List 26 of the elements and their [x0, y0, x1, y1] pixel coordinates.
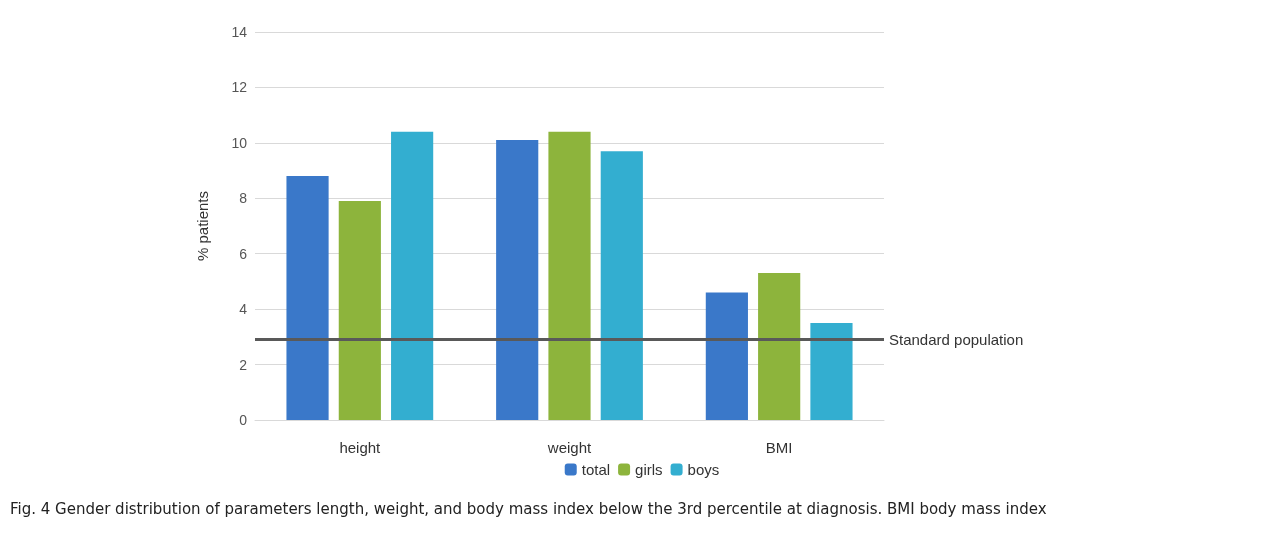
bar	[391, 131, 434, 420]
y-tick-label: 4	[239, 301, 248, 318]
bar	[810, 323, 853, 420]
y-tick-label: 12	[231, 79, 248, 96]
legend-label: boys	[687, 461, 720, 478]
x-tick-label: weight	[546, 439, 593, 456]
bar	[548, 131, 591, 420]
y-axis-title: % patients	[194, 190, 211, 262]
y-tick-label: 6	[239, 245, 248, 262]
x-tick-label: height	[339, 439, 382, 456]
bar	[496, 140, 539, 420]
y-tick-label: 8	[239, 190, 248, 207]
bar	[286, 176, 329, 420]
bar	[338, 201, 381, 420]
y-tick-label: 10	[231, 134, 248, 151]
ref-line-label: Standard population	[889, 331, 1024, 349]
legend-label: total	[581, 461, 611, 478]
y-tick-label: 2	[239, 356, 248, 373]
caption: Fig. 4 Gender distribution of parameters length, weight, and body mass index below the 3rd percentile at diagnosis. BMI body mass index	[10, 500, 1047, 518]
y-tick-label: 0	[239, 412, 248, 428]
bar	[600, 151, 643, 420]
y-tick-label: 14	[231, 24, 248, 40]
legend-label: girls	[635, 461, 663, 478]
bar	[705, 292, 748, 420]
bar	[758, 273, 801, 420]
x-tick-label: BMI	[765, 439, 793, 456]
